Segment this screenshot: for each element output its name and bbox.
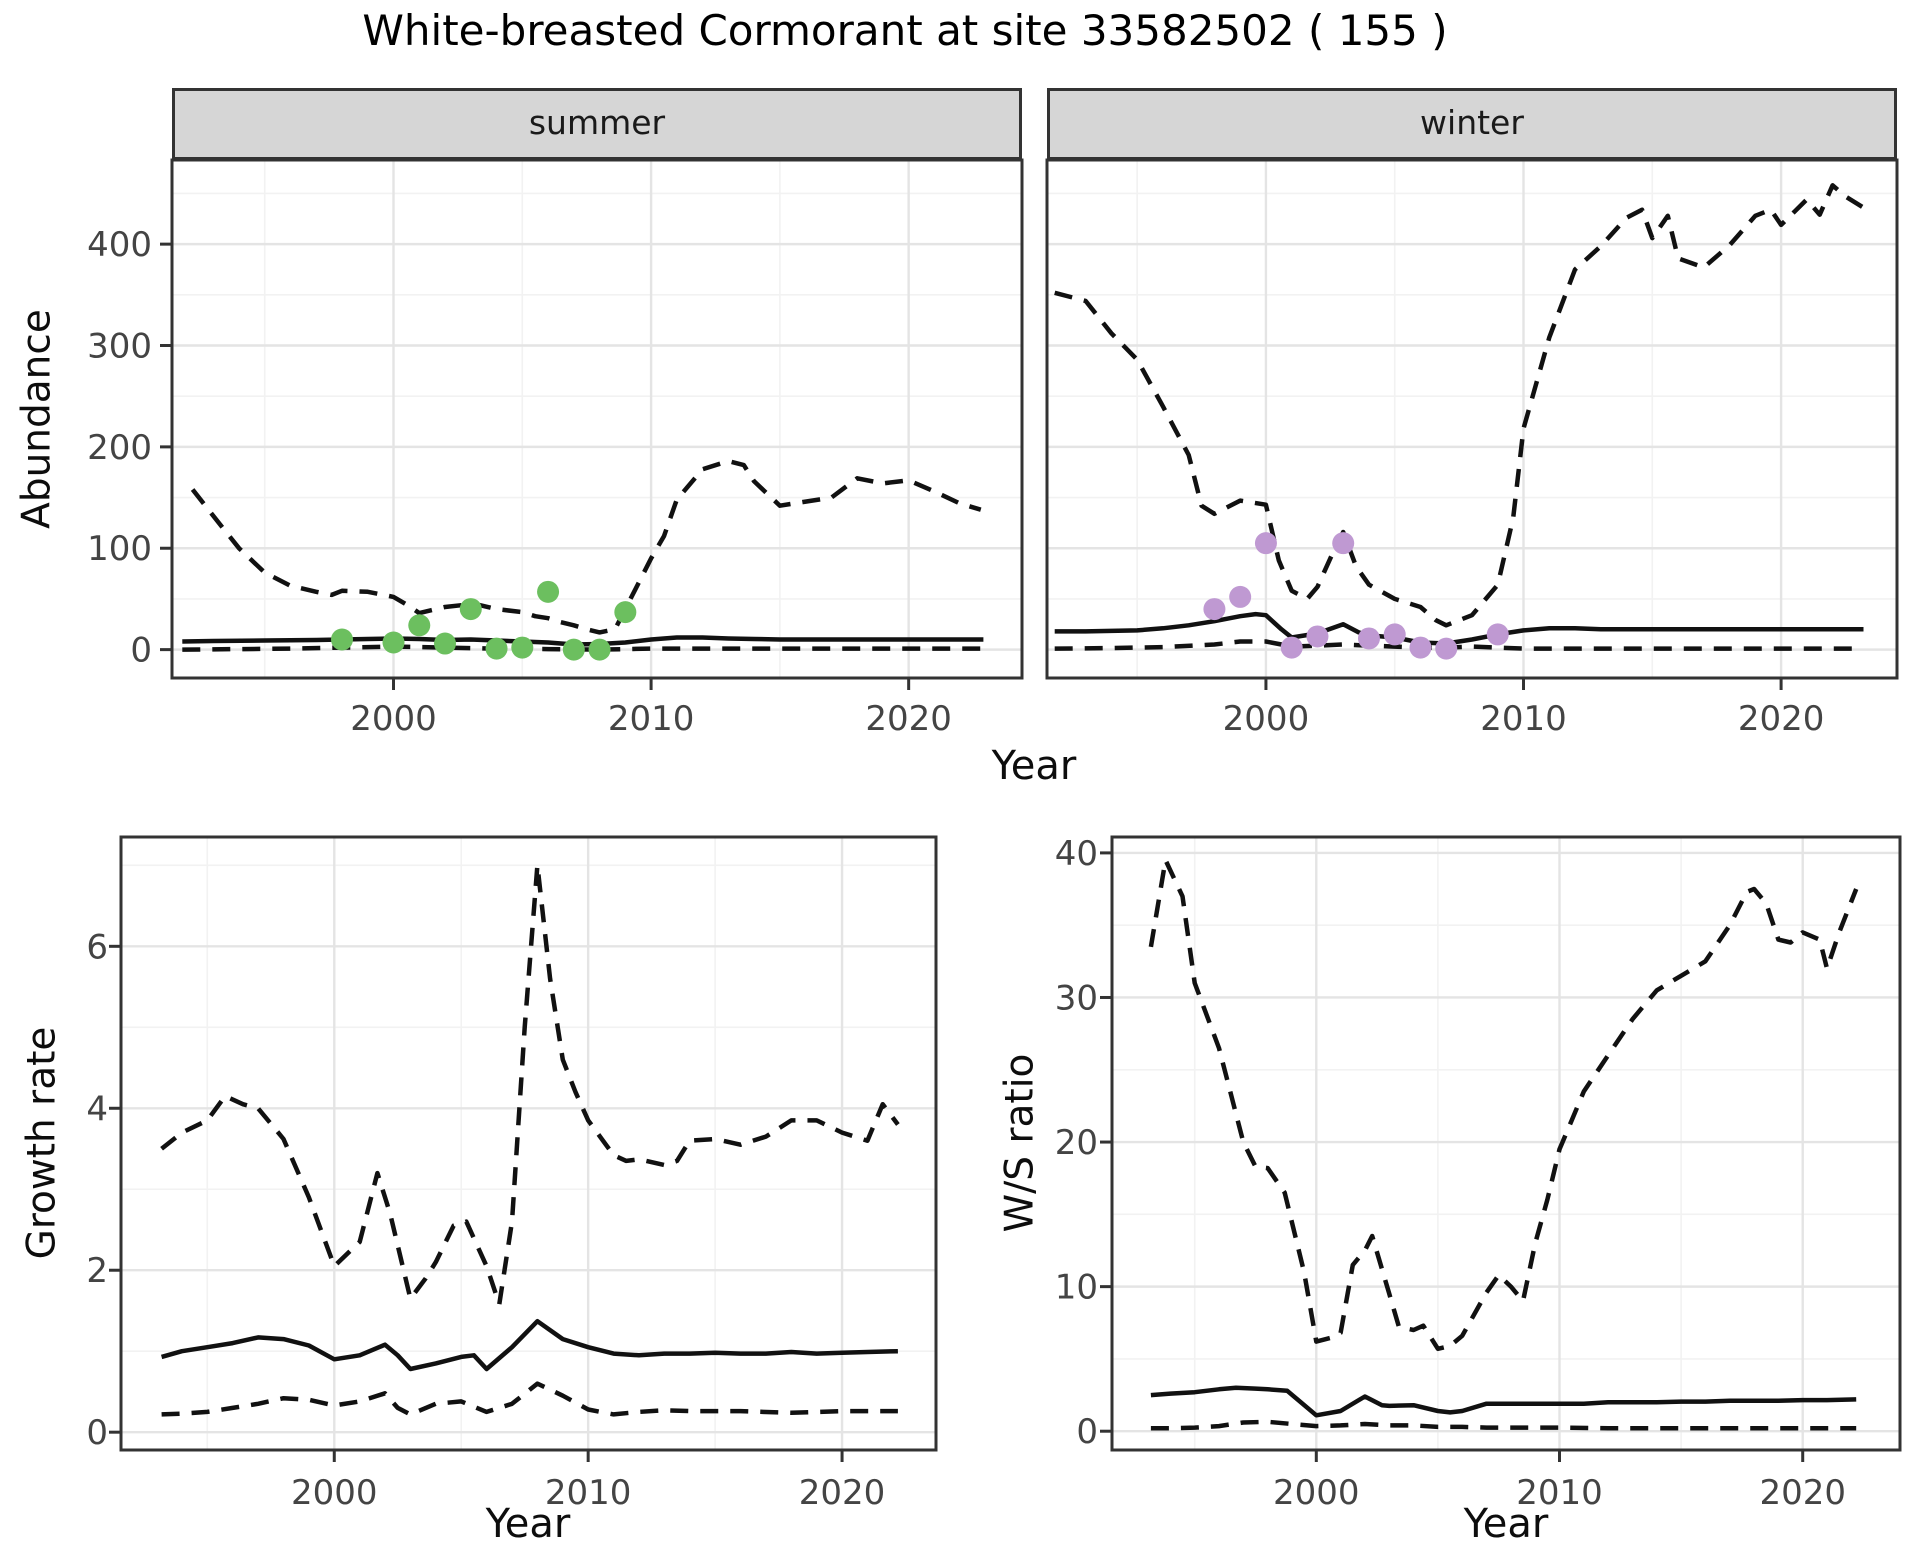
median-line — [1150, 1385, 1857, 1418]
upper-ci-line — [1148, 857, 1859, 1352]
y-tick-label: 0 — [86, 1413, 108, 1453]
x-tick-label: 2000 — [291, 1473, 378, 1513]
y-tick-label: 0 — [1076, 1412, 1098, 1452]
x-tick-label: 2000 — [350, 699, 437, 739]
y-tick-label: 4 — [86, 1089, 108, 1129]
panel-growth-rate: 2000 2010 2020 0 2 4 6 — [86, 835, 938, 1513]
x-tick-label: 2020 — [1759, 1473, 1846, 1513]
observation-point — [1435, 637, 1458, 660]
panel-ws-ratio: 2000 2010 2020 0 10 20 30 40 — [1055, 834, 1902, 1513]
x-axis-title-year-top: Year — [991, 743, 1077, 789]
observation-point — [537, 580, 560, 603]
observation-point — [1203, 598, 1226, 621]
observation-point — [1383, 623, 1406, 646]
panel-background — [172, 160, 1022, 678]
y-tick-label: 30 — [1055, 978, 1098, 1018]
observation-point — [1409, 636, 1432, 659]
y-tick-label: 300 — [87, 327, 152, 367]
observation-point — [1486, 623, 1509, 646]
observation-point — [1306, 625, 1329, 648]
y-axis-title-abundance: Abundance — [14, 309, 60, 529]
observation-point — [562, 638, 585, 661]
observation-point — [1280, 636, 1303, 659]
panel-background — [1047, 160, 1897, 678]
x-tick-label: 2000 — [1273, 1473, 1360, 1513]
x-axis-title-year-growth: Year — [485, 1501, 571, 1547]
x-tick-label: 2010 — [1516, 1473, 1603, 1513]
observation-point — [1332, 532, 1355, 555]
observation-point — [511, 636, 534, 659]
x-tick-label: 2020 — [799, 1473, 886, 1513]
upper-ci-line — [160, 863, 900, 1307]
y-tick-label: 40 — [1055, 834, 1098, 874]
observation-point — [434, 632, 457, 655]
y-tick-label: 20 — [1055, 1123, 1098, 1163]
observation-point — [1229, 585, 1252, 608]
lower-ci-line — [1150, 1419, 1857, 1431]
panel-abundance-winter: 2000 2010 2020 — [1045, 158, 1899, 739]
upper-ci-line — [190, 458, 982, 635]
x-tick-label: 2010 — [608, 699, 695, 739]
x-tick-label: 2010 — [1480, 699, 1567, 739]
y-tick-label: 100 — [87, 529, 152, 569]
plot-title: White-breasted Cormorant at site 3358250… — [362, 6, 1448, 55]
lower-ci-line — [161, 1381, 898, 1417]
observation-point — [331, 628, 353, 651]
observation-point — [485, 637, 508, 660]
y-tick-label: 200 — [87, 428, 152, 468]
median-line — [160, 1318, 898, 1372]
y-tick-label: 10 — [1055, 1268, 1098, 1308]
y-tick-label: 6 — [86, 927, 108, 967]
y-axis-title-growth-rate: Growth rate — [19, 1026, 65, 1260]
y-tick-label: 2 — [86, 1251, 108, 1291]
observation-point — [1254, 532, 1277, 555]
observation-point — [1357, 627, 1380, 650]
observation-point — [588, 638, 611, 661]
facet-strip-summer: summer — [172, 88, 1022, 160]
panel-border — [1045, 158, 1899, 680]
x-tick-label: 2020 — [1738, 699, 1825, 739]
observation-point — [408, 614, 431, 637]
x-tick-label: 2020 — [865, 699, 952, 739]
panel-background — [121, 837, 936, 1450]
x-axis-title-year-ws: Year — [1463, 1501, 1549, 1547]
y-tick-label: 0 — [130, 631, 152, 671]
panel-abundance-summer: 2000 2010 2020 0 100 200 300 400 — [87, 158, 1024, 739]
y-axis-title-ws-ratio: W/S ratio — [997, 1053, 1043, 1233]
panel-background — [1112, 837, 1900, 1450]
upper-ci-line — [1054, 183, 1865, 628]
y-tick-label: 400 — [87, 225, 152, 265]
observation-point — [459, 598, 482, 621]
facet-label-summer: summer — [528, 103, 666, 142]
x-tick-label: 2000 — [1223, 699, 1310, 739]
x-tick-label: 2010 — [545, 1473, 632, 1513]
observation-point — [382, 631, 405, 654]
observation-point — [614, 601, 637, 624]
panel-border — [119, 835, 938, 1452]
facet-label-winter: winter — [1420, 103, 1524, 142]
panel-border — [170, 158, 1024, 680]
facet-strip-winter: winter — [1047, 88, 1897, 160]
